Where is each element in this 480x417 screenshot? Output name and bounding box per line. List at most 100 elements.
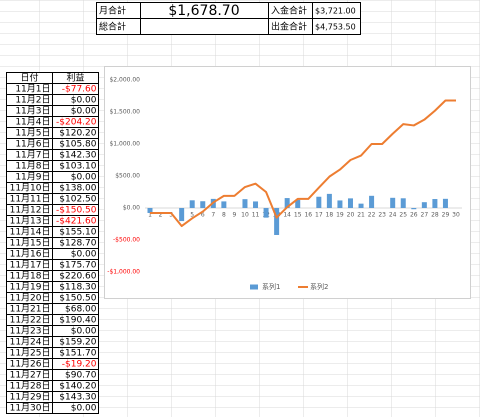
x-tick-label: 2 xyxy=(159,212,163,219)
total-label: 総合計 xyxy=(99,21,126,33)
cell xyxy=(52,402,99,414)
date: 11月26日 xyxy=(10,359,51,370)
x-tick-label: 3 xyxy=(169,212,173,219)
y-tick-label: $1,500.00 xyxy=(109,109,140,116)
date: 11月22日 xyxy=(10,315,51,326)
bar xyxy=(347,198,353,208)
bar xyxy=(253,201,259,208)
profit: $103.10 xyxy=(59,162,96,172)
date: 11月27日 xyxy=(10,370,51,381)
profit: $128.70 xyxy=(59,239,96,249)
legend-label: 系列1 xyxy=(262,282,280,291)
profit: -$204.20 xyxy=(56,118,97,128)
bar xyxy=(221,201,227,208)
deposit-label: 入金合計 xyxy=(271,5,307,17)
date: 11月20日 xyxy=(10,293,51,304)
date: 11月16日 xyxy=(10,249,51,260)
profit: $190.40 xyxy=(59,316,96,326)
bar xyxy=(147,208,153,213)
bar xyxy=(432,199,438,208)
summary: 月合計 $1,678.70 入金合計 $3,721.00 総合計 出金合計 $4… xyxy=(96,2,361,35)
x-tick-label: 10 xyxy=(241,212,249,219)
deposit-value: $3,721.00 xyxy=(315,7,356,16)
profit: $0.00 xyxy=(71,250,97,260)
withdraw-value: $4,753.50 xyxy=(315,23,356,32)
month-value: $1,678.70 xyxy=(168,3,239,19)
x-tick-label: 15 xyxy=(294,212,302,219)
profit: -$19.20 xyxy=(62,360,97,370)
date: 11月13日 xyxy=(10,216,51,227)
date: 11月19日 xyxy=(10,282,51,293)
date: 11月14日 xyxy=(10,227,51,238)
x-tick-label: 8 xyxy=(222,212,226,219)
date: 11月15日 xyxy=(10,238,51,249)
x-tick-label: 29 xyxy=(442,212,450,219)
y-tick-label: -$1,000.00 xyxy=(107,269,140,276)
bar xyxy=(316,196,322,208)
profit: $151.70 xyxy=(59,349,96,359)
bar xyxy=(390,197,396,208)
profit: -$77.60 xyxy=(62,85,97,95)
x-tick-label: 6 xyxy=(201,212,205,219)
date: 11月23日 xyxy=(10,326,51,337)
x-tick-label: 9 xyxy=(232,212,236,219)
bar xyxy=(263,208,269,218)
y-tick-label: $1,000.00 xyxy=(109,141,140,148)
date: 11月12日 xyxy=(10,205,51,216)
bar xyxy=(189,200,195,208)
header: 日付 xyxy=(20,73,38,84)
date: 11月6日 xyxy=(15,139,50,150)
profit: $118.30 xyxy=(59,283,96,293)
legend-swatch xyxy=(250,284,258,290)
profit: $175.70 xyxy=(59,261,96,271)
bar xyxy=(442,198,448,208)
bar xyxy=(337,200,343,208)
profit: $90.70 xyxy=(65,371,97,381)
x-tick-label: 26 xyxy=(410,212,418,219)
bar xyxy=(421,202,427,208)
profit: $0.00 xyxy=(71,173,97,183)
profit: $120.20 xyxy=(59,129,96,139)
x-tick-label: 24 xyxy=(389,212,397,219)
date: 11月10日 xyxy=(10,183,51,194)
y-tick-label: $0.00 xyxy=(123,205,140,212)
x-tick-label: 5 xyxy=(190,212,194,219)
header: 利益 xyxy=(66,72,84,84)
date: 11月30日 xyxy=(10,403,51,414)
bar xyxy=(200,201,206,208)
x-tick-label: 23 xyxy=(378,212,386,219)
date: 11月3日 xyxy=(15,106,50,117)
withdraw-label: 出金合計 xyxy=(271,21,307,33)
bar xyxy=(326,193,332,208)
x-tick-label: 18 xyxy=(326,212,334,219)
date: 11月17日 xyxy=(10,260,51,271)
chart-area xyxy=(104,66,471,299)
bar xyxy=(411,208,417,210)
profit: $0.00 xyxy=(71,107,97,117)
date: 11月21日 xyxy=(10,304,51,315)
profit: $150.50 xyxy=(59,294,96,304)
line xyxy=(150,99,456,228)
y-tick-label: -$500.00 xyxy=(113,237,140,244)
profit-table: 日付 利益 11月1日 -$77.60 11月2日 $0.00 11月3日 $0.00 11月4… xyxy=(6,72,99,414)
date: 11月28日 xyxy=(10,381,51,392)
date: 11月9日 xyxy=(15,172,50,183)
profit: $102.50 xyxy=(59,195,96,205)
profit: $159.20 xyxy=(59,338,96,348)
x-tick-label: 1 xyxy=(148,212,152,219)
date: 11月1日 xyxy=(15,84,50,95)
chart: -$1,000.00 -$500.00 $0.00 $500.00 $1,000.00 $… xyxy=(107,77,462,291)
bar xyxy=(400,198,406,208)
x-tick-label: 11 xyxy=(252,212,260,219)
date: 11月25日 xyxy=(10,348,51,359)
profit: $142.30 xyxy=(59,151,96,161)
x-tick-label: 30 xyxy=(452,212,460,219)
bar xyxy=(179,208,185,222)
cell xyxy=(312,18,361,35)
x-tick-label: 16 xyxy=(304,212,312,219)
y-tick-label: $2,000.00 xyxy=(109,77,140,84)
bar xyxy=(242,199,248,208)
date: 11月2日 xyxy=(15,95,50,106)
date: 11月7日 xyxy=(15,150,50,161)
